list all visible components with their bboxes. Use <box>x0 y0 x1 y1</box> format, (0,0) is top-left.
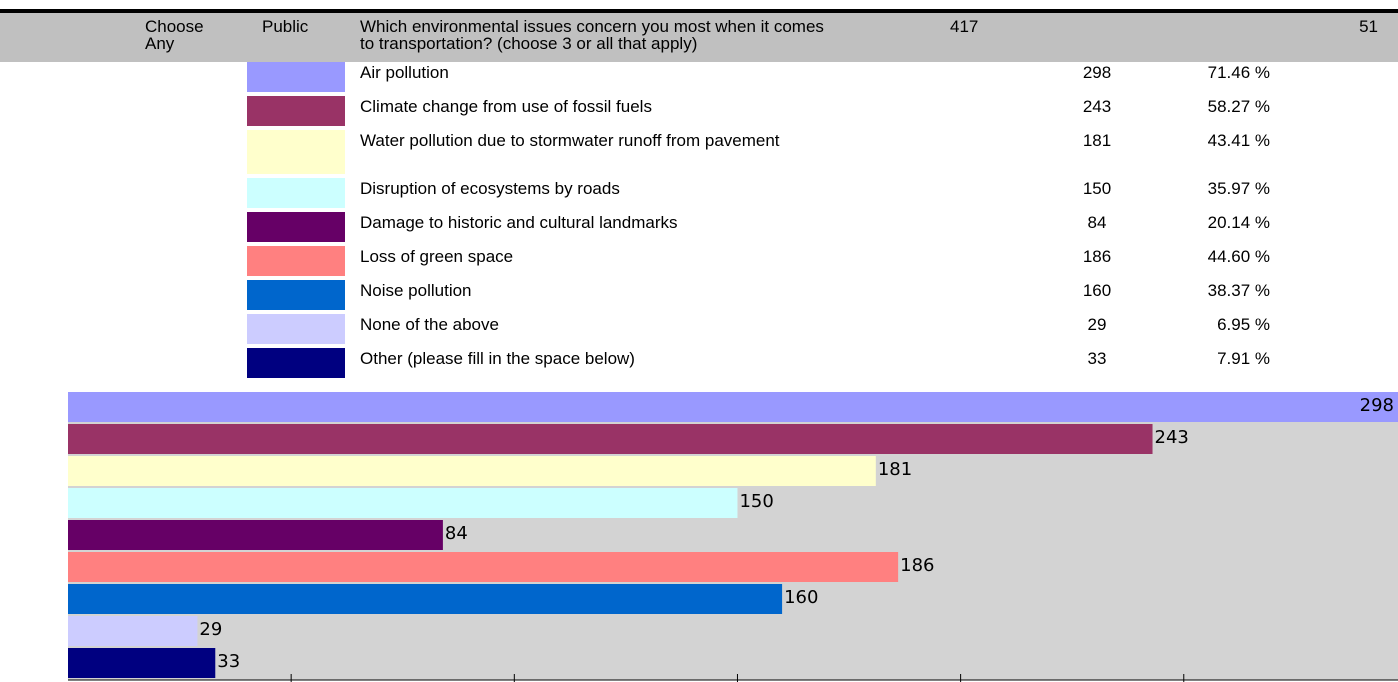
answer-label: Noise pollution <box>360 281 472 300</box>
question-text: Which environmental issues concern you m… <box>360 17 824 53</box>
question-number: 51 <box>1359 17 1378 36</box>
swatch <box>247 280 345 310</box>
answer-count: 160 <box>1082 281 1112 300</box>
answer-count: 84 <box>1087 213 1107 232</box>
swatch <box>247 314 345 344</box>
bar-value-label: 181 <box>878 459 912 480</box>
answer-count: 29 <box>1087 315 1107 334</box>
question-header: Choose Any Public Which environmental is… <box>0 13 1398 62</box>
answer-percent: 58.27 % <box>1207 97 1270 116</box>
answer-count: 186 <box>1082 247 1112 266</box>
answer-label: Disruption of ecosystems by roads <box>360 179 620 198</box>
bar-value-label: 150 <box>739 491 773 512</box>
answer-percent: 43.41 % <box>1207 131 1270 150</box>
bar-value-label: 186 <box>900 555 934 576</box>
answer-percent: 44.60 % <box>1207 247 1270 266</box>
answer-count: 181 <box>1082 131 1112 150</box>
bar <box>68 392 1398 422</box>
answer-count: 243 <box>1082 97 1112 116</box>
answer-label: Climate change from use of fossil fuels <box>360 97 652 116</box>
bar-value-label: 84 <box>445 523 468 544</box>
bar <box>68 584 783 614</box>
bar-value-label: 33 <box>217 651 240 672</box>
answer-percent: 7.91 % <box>1217 349 1270 368</box>
answer-count: 150 <box>1082 179 1112 198</box>
swatch <box>247 178 345 208</box>
bar-value-label: 29 <box>199 619 222 640</box>
bar-value-label: 298 <box>1360 395 1394 416</box>
answer-count: 33 <box>1087 349 1107 368</box>
bar <box>68 424 1153 454</box>
bar <box>68 616 198 646</box>
bar <box>68 552 899 582</box>
answer-percent: 6.95 % <box>1217 315 1270 334</box>
answer-percent: 38.37 % <box>1207 281 1270 300</box>
bar-value-label: 160 <box>784 587 818 608</box>
answer-label: Loss of green space <box>360 247 514 266</box>
question-type: Choose Any <box>145 17 204 53</box>
swatch <box>247 348 345 378</box>
response-count: 417 <box>950 17 979 36</box>
top-rule <box>0 9 1398 13</box>
answer-percent: 20.14 % <box>1207 213 1270 232</box>
bar <box>68 520 443 550</box>
swatch <box>247 96 345 126</box>
swatch <box>247 246 345 276</box>
bar <box>68 456 876 486</box>
answer-label: Damage to historic and cultural landmark… <box>360 213 678 232</box>
answer-percent: 35.97 % <box>1207 179 1270 198</box>
swatch <box>247 212 345 242</box>
swatch <box>247 130 345 174</box>
answer-percent: 71.46 % <box>1207 63 1270 82</box>
answer-label: Air pollution <box>360 63 449 82</box>
answer-count: 298 <box>1082 63 1112 82</box>
swatch <box>247 62 345 92</box>
bar-value-label: 243 <box>1155 427 1189 448</box>
answer-label: Water pollution due to stormwater runoff… <box>360 131 780 150</box>
answer-label: None of the above <box>360 315 499 334</box>
answer-label: Other (please fill in the space below) <box>360 349 635 368</box>
bar <box>68 648 216 678</box>
bar <box>68 488 738 518</box>
access: Public <box>262 17 309 36</box>
